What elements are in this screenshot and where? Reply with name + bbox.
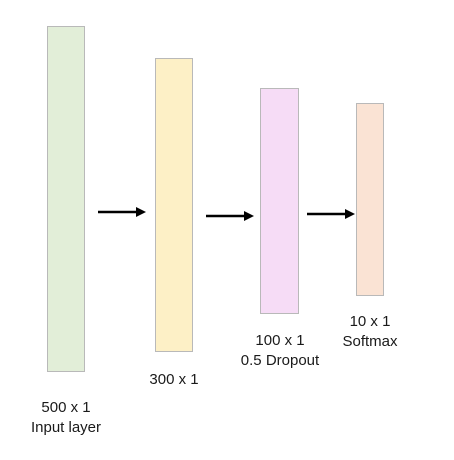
arrow-dropout-to-softmax: [307, 207, 355, 221]
hidden-layer-300-size: 300 x 1: [149, 371, 199, 388]
input-layer-caption: Input layer: [30, 419, 102, 436]
input-layer-label: 500 x 1 Input layer: [16, 398, 116, 438]
softmax-layer-size: 10 x 1: [349, 313, 391, 330]
arrow-hidden-to-dropout: [206, 209, 254, 223]
input-layer-size: 500 x 1: [41, 399, 91, 416]
dropout-layer-label: 100 x 1 0.5 Dropout: [220, 331, 340, 371]
hidden-layer-300-block: [155, 58, 193, 352]
dropout-layer-size: 100 x 1: [255, 332, 305, 349]
arrow-right-icon: [206, 211, 254, 221]
hidden-layer-300-label: 300 x 1: [124, 370, 224, 390]
softmax-layer-block: [356, 103, 384, 296]
softmax-layer-caption: Softmax: [342, 333, 398, 350]
softmax-layer-label: 10 x 1 Softmax: [320, 312, 420, 352]
arrow-right-icon: [98, 207, 146, 217]
input-layer-block: [47, 26, 85, 372]
dropout-layer-caption: 0.5 Dropout: [240, 352, 320, 369]
arrow-right-icon: [307, 209, 355, 219]
arrow-input-to-hidden: [98, 205, 146, 219]
dropout-layer-block: [260, 88, 299, 314]
